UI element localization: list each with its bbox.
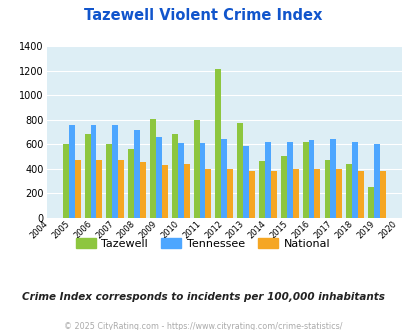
Bar (84, 134, 90, 218)
Bar (183, 164, 189, 218)
Bar (96, 160, 102, 218)
Bar (379, 171, 385, 218)
Bar (270, 171, 276, 218)
Bar (68, 125, 75, 218)
Bar (314, 169, 320, 218)
Bar (106, 144, 112, 218)
Bar (199, 143, 205, 218)
Bar (140, 162, 145, 218)
Bar (352, 142, 357, 218)
Bar (330, 139, 335, 218)
Bar (63, 144, 68, 218)
Bar (237, 123, 243, 218)
Bar (302, 142, 308, 218)
Bar (248, 171, 254, 218)
Bar (258, 161, 264, 218)
Bar (367, 186, 373, 218)
Legend: Tazewell, Tennessee, National: Tazewell, Tennessee, National (71, 234, 334, 253)
Bar (357, 171, 363, 218)
Bar (205, 169, 211, 218)
Bar (292, 169, 298, 218)
Bar (162, 165, 167, 218)
Bar (280, 156, 286, 218)
Bar (128, 149, 134, 218)
Bar (345, 164, 352, 218)
Bar (177, 143, 183, 218)
Bar (75, 160, 80, 218)
Bar (335, 169, 341, 218)
Bar (308, 140, 314, 218)
Bar (134, 130, 140, 218)
Bar (112, 125, 118, 218)
Bar (264, 143, 270, 218)
Bar (150, 118, 156, 218)
Bar (215, 70, 221, 218)
Bar (227, 169, 232, 218)
Bar (324, 160, 330, 218)
Text: Crime Index corresponds to incidents per 100,000 inhabitants: Crime Index corresponds to incidents per… (21, 292, 384, 302)
Bar (90, 125, 96, 218)
Bar (193, 120, 199, 218)
Bar (171, 134, 177, 218)
Text: © 2025 CityRating.com - https://www.cityrating.com/crime-statistics/: © 2025 CityRating.com - https://www.city… (64, 322, 341, 330)
Bar (156, 137, 162, 218)
Text: Tazewell Violent Crime Index: Tazewell Violent Crime Index (83, 8, 322, 23)
Bar (221, 139, 227, 218)
Bar (118, 160, 124, 218)
Bar (373, 144, 379, 218)
Bar (286, 143, 292, 218)
Bar (243, 146, 248, 218)
